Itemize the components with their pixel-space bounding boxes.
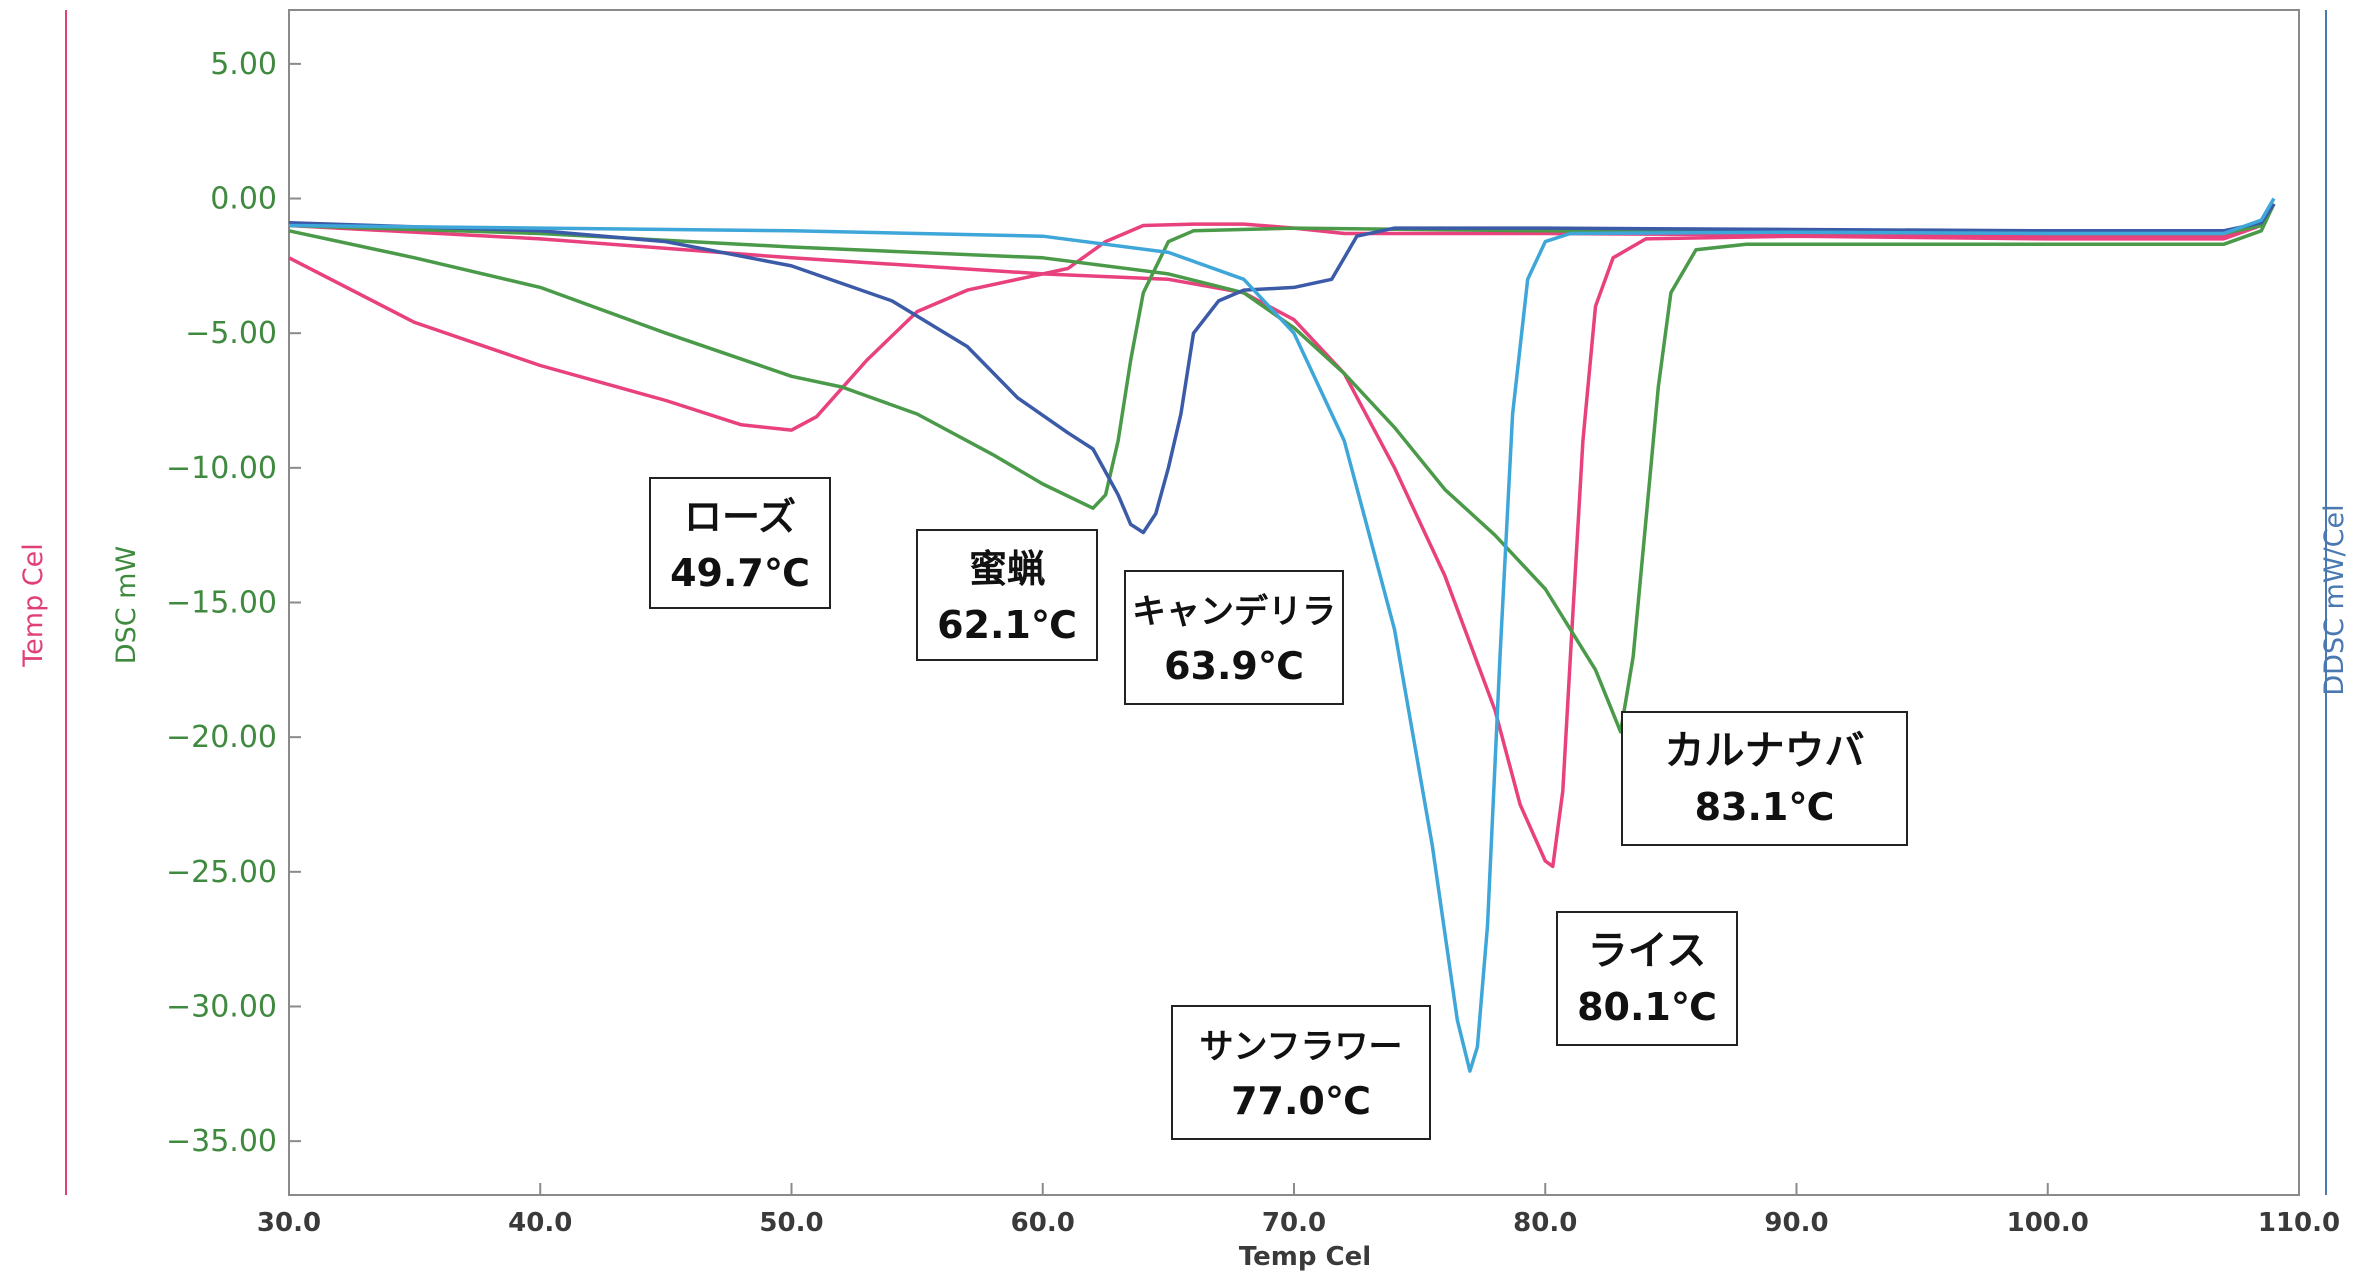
annotation-wax-name: ローズ bbox=[684, 495, 796, 539]
dsc-series-line-4 bbox=[288, 203, 2276, 734]
y-tick-label: −20.00 bbox=[166, 720, 277, 755]
y-tick-label: −10.00 bbox=[166, 451, 277, 486]
ddsc-axis-title: DDSC mW/Cel bbox=[2319, 504, 2350, 695]
annotation-box bbox=[1621, 711, 1908, 846]
dsc-series-line-3 bbox=[288, 203, 2276, 510]
annotation-box bbox=[1556, 911, 1738, 1046]
x-tick-label: 40.0 bbox=[508, 1208, 572, 1238]
peak-annotation: サンフラワー 77.0℃ bbox=[1171, 1005, 1431, 1140]
annotation-box bbox=[1171, 1005, 1431, 1140]
y-tick-label: −30.00 bbox=[166, 989, 277, 1024]
x-tick-label: 50.0 bbox=[759, 1208, 823, 1238]
annotation-peak-temp: 80.1℃ bbox=[1577, 985, 1717, 1029]
dsc-series-line-2 bbox=[288, 203, 2276, 869]
x-tick-label: 90.0 bbox=[1764, 1208, 1828, 1238]
dsc-series-line-5 bbox=[288, 202, 2276, 535]
annotation-wax-name: サンフラワー bbox=[1200, 1027, 1403, 1067]
peak-annotation: 蜜蝋 62.1℃ bbox=[916, 529, 1098, 661]
annotation-wax-name: 蜜蝋 bbox=[969, 547, 1045, 591]
x-tick-label: 80.0 bbox=[1513, 1208, 1577, 1238]
annotation-box bbox=[1124, 570, 1344, 705]
y-tick-label: −15.00 bbox=[166, 586, 277, 621]
annotation-peak-temp: 49.7℃ bbox=[670, 551, 810, 595]
dsc-axis-title: DSC mW bbox=[111, 546, 142, 664]
annotation-peak-temp: 83.1℃ bbox=[1695, 785, 1835, 829]
y-tick-label: 5.00 bbox=[210, 47, 277, 82]
x-tick-label: 30.0 bbox=[257, 1208, 321, 1238]
annotation-peak-temp: 63.9℃ bbox=[1164, 644, 1304, 688]
x-tick-label: 60.0 bbox=[1011, 1208, 1075, 1238]
annotation-wax-name: キャンデリラ bbox=[1132, 592, 1336, 632]
x-tick-label: 70.0 bbox=[1262, 1208, 1326, 1238]
x-axis-title: Temp Cel bbox=[1239, 1242, 1371, 1272]
peak-annotation: キャンデリラ 63.9℃ bbox=[1124, 570, 1344, 705]
annotation-wax-name: カルナウバ bbox=[1665, 728, 1865, 774]
dsc-series-line-6 bbox=[288, 197, 2276, 1073]
y-tick-label: −5.00 bbox=[185, 316, 277, 351]
peak-annotation: ライス 80.1℃ bbox=[1556, 911, 1738, 1046]
annotation-peak-temp: 77.0℃ bbox=[1231, 1079, 1371, 1123]
y-tick-label: 0.00 bbox=[210, 182, 277, 217]
annotation-box bbox=[916, 529, 1098, 661]
annotation-peak-temp: 62.1℃ bbox=[937, 603, 1077, 647]
peak-annotation: ローズ 49.7℃ bbox=[649, 477, 831, 609]
y-tick-label: −25.00 bbox=[166, 855, 277, 890]
x-tick-label: 100.0 bbox=[2007, 1208, 2089, 1238]
annotation-box bbox=[649, 477, 831, 609]
y-tick-label: −35.00 bbox=[166, 1124, 277, 1159]
x-tick-label: 110.0 bbox=[2258, 1208, 2340, 1238]
annotation-wax-name: ライス bbox=[1588, 928, 1707, 974]
temp-axis-title: Temp Cel bbox=[18, 543, 49, 668]
peak-annotation: カルナウバ 83.1℃ bbox=[1621, 711, 1908, 846]
